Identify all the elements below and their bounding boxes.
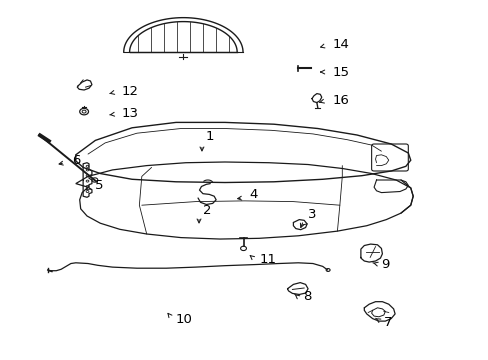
Text: 14: 14 — [332, 39, 349, 51]
Text: 12: 12 — [121, 85, 138, 98]
Text: 6: 6 — [72, 154, 81, 167]
Text: 4: 4 — [249, 188, 257, 201]
Text: 1: 1 — [205, 130, 213, 143]
Text: 13: 13 — [121, 107, 138, 120]
Text: 9: 9 — [381, 258, 389, 271]
Text: 3: 3 — [307, 208, 316, 221]
Text: 10: 10 — [176, 313, 193, 326]
Text: 7: 7 — [383, 316, 391, 329]
Text: 8: 8 — [303, 291, 311, 303]
Text: 5: 5 — [95, 179, 103, 192]
Text: 2: 2 — [203, 204, 211, 217]
Text: 16: 16 — [332, 94, 349, 107]
Text: 15: 15 — [332, 66, 349, 78]
Text: 11: 11 — [259, 253, 276, 266]
